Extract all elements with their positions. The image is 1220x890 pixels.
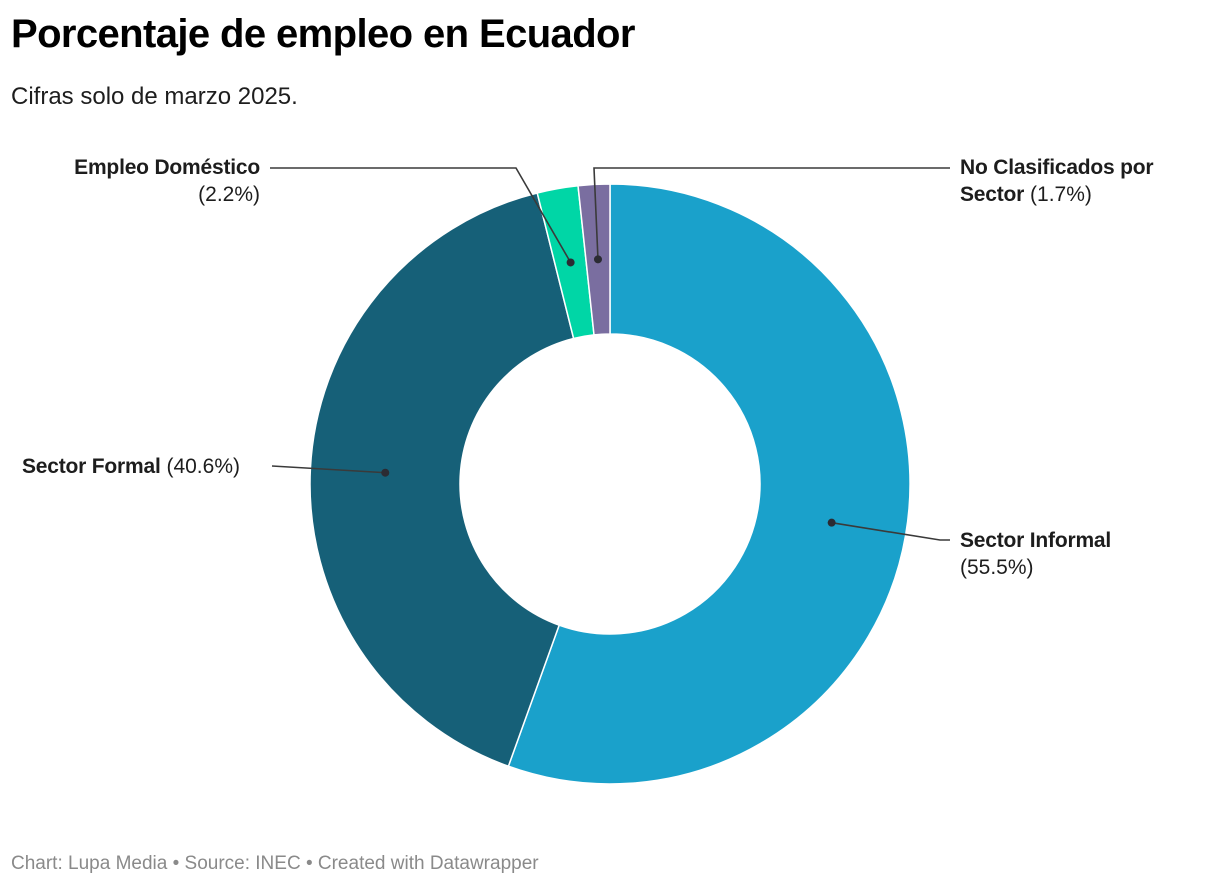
leader-dot-sector-informal — [827, 518, 836, 527]
chart-title: Porcentaje de empleo en Ecuador — [11, 12, 635, 56]
leader-line-sector-formal — [271, 465, 386, 474]
label-empleo-domestico: Empleo Doméstico (2.2%) — [74, 154, 260, 208]
label-sector-formal-name: Sector Formal — [22, 455, 161, 478]
label-sector-formal: Sector Formal (40.6%) — [22, 453, 240, 480]
leader-line-no-clasificados — [593, 167, 950, 260]
chart-footer: Chart: Lupa Media • Source: INEC • Creat… — [11, 853, 539, 874]
leader-lines-group — [270, 167, 950, 541]
leader-dot-no-clasificados — [593, 255, 602, 264]
leader-dot-sector-formal — [381, 468, 390, 477]
label-sector-informal-value: (55.5%) — [960, 556, 1034, 579]
slice-sector-informal — [507, 183, 911, 785]
label-sector-formal-value: (40.6%) — [166, 455, 240, 478]
slice-sector-formal — [309, 192, 575, 768]
label-sector-informal: Sector Informal (55.5%) — [960, 527, 1111, 581]
leader-dot-empleo-domestico — [566, 258, 575, 267]
chart-subtitle: Cifras solo de marzo 2025. — [11, 83, 298, 110]
label-no-clasificados-value: (1.7%) — [1030, 183, 1092, 206]
leader-line-empleo-domestico — [270, 167, 572, 263]
slices-group — [309, 183, 911, 785]
label-no-clasificados-name-line1: No Clasificados por — [960, 156, 1154, 179]
leader-line-sector-informal — [831, 521, 950, 541]
label-no-clasificados: No Clasificados por Sector (1.7%) — [960, 154, 1154, 208]
label-no-clasificados-name-line2: Sector — [960, 183, 1025, 206]
label-empleo-domestico-name: Empleo Doméstico — [74, 156, 260, 179]
label-sector-informal-name: Sector Informal — [960, 529, 1112, 552]
label-empleo-domestico-value: (2.2%) — [198, 183, 260, 206]
